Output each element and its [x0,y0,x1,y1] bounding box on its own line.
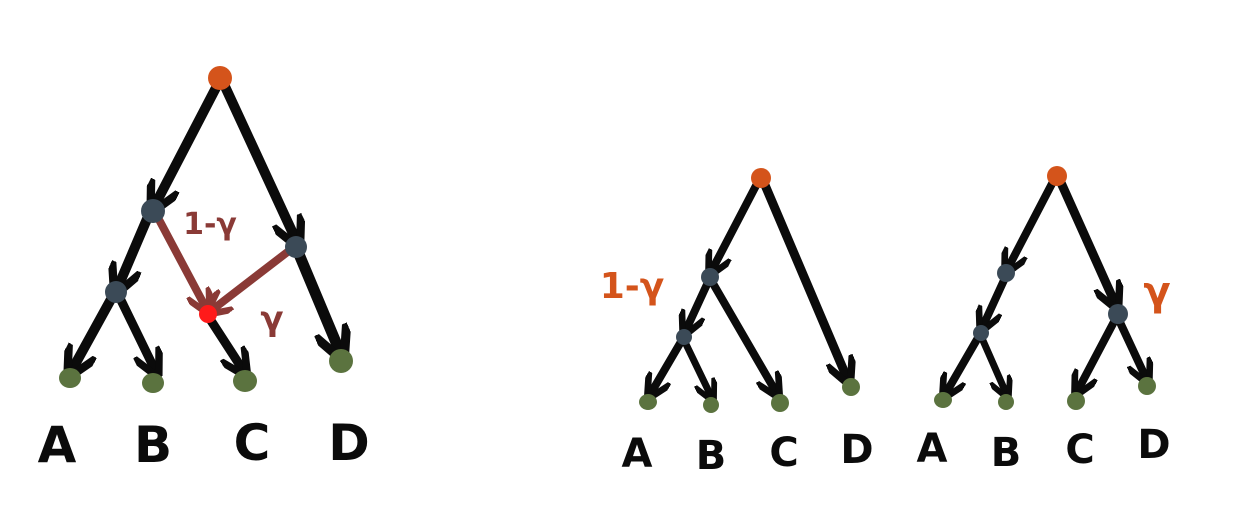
edge-w3-to-C [1078,314,1120,390]
edge-u1-to-u3 [118,207,155,287]
tree-right-panel: γ A B C D [917,166,1171,476]
network-hybrid-node [199,305,217,323]
network-gamma-complement-label: 1-γ [183,207,237,242]
network-leaf-node [142,373,164,393]
edge-root-to-w3 [1053,171,1115,303]
tree-right-internal-node [997,264,1015,282]
network-leaf-node [329,349,353,373]
tree-left-edges [651,173,847,396]
tree-right-leaf-label-d: D [1137,422,1170,468]
network-leaf-node [59,368,81,388]
tree-left-leaf-label-b: B [696,433,727,479]
hybrid-edge-left [152,210,206,308]
tree-left-leaf-node [771,394,789,412]
network-leaf-label-d: D [328,414,370,472]
tree-left-leaf-node [842,378,860,396]
edge-v2-to-A [651,336,686,393]
tree-right-leaf-node [1067,392,1085,410]
tree-right-leaf-label-b: B [991,430,1022,476]
edge-root-to-u1 [155,75,225,205]
tree-left-internal-node [676,329,692,345]
hybrid-edge-right [212,243,298,310]
network-leaf-label-b: B [134,416,172,474]
edge-root-to-w1 [1008,172,1060,268]
network-edges [72,75,340,370]
edge-w2-to-A [946,332,983,393]
edge-v1-to-C [707,276,776,392]
network-internal-node [141,199,165,223]
tree-right-leaf-node [998,394,1014,410]
tree-right-leaf-node [1138,377,1156,395]
network-internal-node [105,281,127,303]
network-leaf-node [233,370,257,392]
edge-v1-to-v2 [686,276,713,330]
edge-root-to-D [757,173,847,378]
tree-left-leaf-label-d: D [840,427,873,473]
tree-right-internal-node [973,325,989,341]
tree-left-leaf-node [703,397,719,413]
tree-right-leaf-label-c: C [1065,427,1094,473]
tree-right-internal-node [1108,304,1128,324]
network-root-node [208,66,232,90]
network-panel: 1-γ γ A B C D [38,66,370,474]
edge-v2-to-B [680,336,711,396]
tree-left-leaf-label-c: C [769,430,798,476]
network-nodes [59,66,353,393]
edge-w1-to-w2 [983,274,1009,326]
tree-left-root-node [751,168,771,188]
edge-root-to-u2 [217,75,296,240]
tree-right-nodes [934,166,1156,410]
network-hybrid-edges [152,210,298,310]
tree-right-leaf-label-a: A [917,426,948,472]
edge-w2-to-B [977,332,1006,393]
tree-right-edges [946,171,1146,393]
tree-left-internal-node [701,268,719,286]
tree-left-leaf-node [639,394,657,410]
tree-left-leaf-label-a: A [622,431,653,477]
network-leaf-label-a: A [38,416,77,474]
edge-u3-to-A [72,287,120,370]
network-leaf-label-c: C [234,414,271,472]
tree-right-root-node [1047,166,1067,186]
tree-left-weight-label: 1-γ [600,266,665,307]
tree-right-leaf-node [934,392,952,408]
network-gamma-label: γ [260,299,283,339]
edge-hybrid-to-C [203,311,243,370]
edge-root-to-v1 [712,174,764,270]
network-internal-node [285,236,307,258]
edge-u2-to-D [290,241,340,352]
edge-u3-to-B [112,287,155,370]
edge-w3-to-D [1114,314,1146,378]
tree-right-weight-label: γ [1143,269,1170,315]
tree-left-nodes [639,168,860,413]
tree-left-panel: 1-γ A B C D [600,168,874,479]
